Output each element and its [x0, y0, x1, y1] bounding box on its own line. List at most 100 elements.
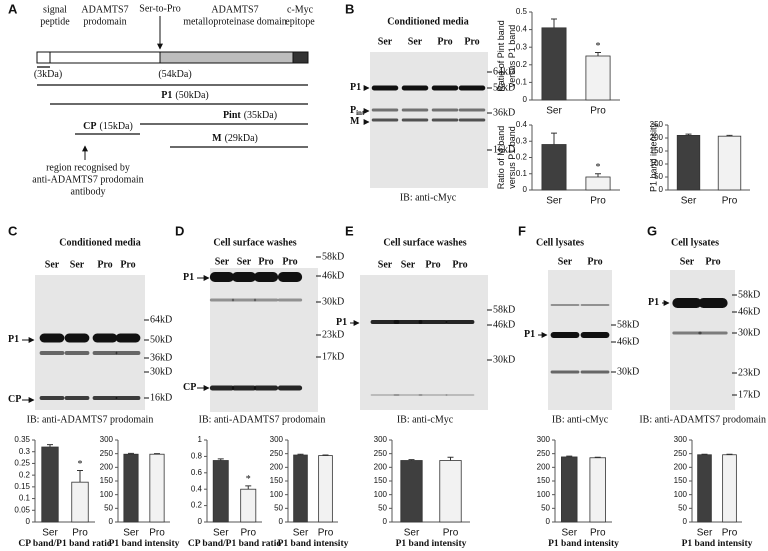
x-tick-label: Pro [590, 528, 606, 539]
y-tick-label: 0.8 [191, 452, 203, 461]
cmyc-box [292, 51, 309, 64]
text-part: (15kDa) [100, 121, 133, 132]
bar [722, 454, 737, 523]
antibody-label: IB: anti-cMyc [400, 192, 457, 203]
y-tick-label: 0.4 [516, 25, 528, 34]
text-part: Pint [223, 110, 241, 121]
y-tick-label: 0.3 [516, 136, 528, 145]
bar [240, 488, 257, 523]
x-tick-label: Pro [443, 528, 459, 539]
blot-band [401, 118, 429, 122]
y-tick-label: 0 [523, 185, 528, 194]
y-tick-label: 50 [654, 172, 663, 181]
y-tick-label: 300 [100, 435, 114, 444]
blot-band [698, 331, 728, 335]
y-tick-label: 0.2 [516, 153, 528, 162]
blot-band [231, 298, 257, 302]
y-tick-label: 250 [674, 449, 688, 458]
signal-peptide-box [36, 51, 51, 64]
y-axis-label: versus P1 band [507, 126, 517, 189]
significance-mark: * [78, 459, 83, 470]
y-tick-label: 0 [523, 95, 528, 104]
domain-label: prodomain [83, 16, 126, 27]
size-marker: 64kD [150, 314, 172, 325]
blot-band [550, 332, 580, 338]
y-tick-label: 0.1 [516, 169, 528, 178]
x-tick-label: Ser [293, 528, 309, 539]
blot-band [371, 85, 399, 91]
text-part: P1 [350, 82, 361, 93]
antibody-label: IB: anti-cMyc [397, 414, 454, 425]
size-marker: 30kD [493, 354, 515, 365]
lane-label: Ser [45, 259, 60, 270]
x-axis-label: CP band/P1 band ratio [18, 539, 111, 549]
blot-band [39, 351, 65, 355]
size-marker: 36kD [150, 352, 172, 363]
domain-label: metalloproteinase domain [183, 16, 287, 27]
x-tick-label: Pro [72, 528, 88, 539]
y-tick-label: 250 [100, 449, 114, 458]
y-tick-label: 150 [537, 476, 551, 485]
x-tick-label: Pro [318, 528, 334, 539]
bar [541, 27, 567, 101]
blot-title: Cell surface washes [383, 237, 466, 248]
y-tick-label: 0 [198, 517, 203, 526]
y-tick-label: 100 [650, 159, 664, 168]
y-axis-label: versus P1 band [507, 25, 517, 88]
lane-label: Pro [258, 256, 273, 267]
size-marker: 30kD [322, 296, 344, 307]
size-marker: 58kD [738, 289, 760, 300]
fragment-label: (3kDa) [34, 69, 62, 80]
lane-label: Ser [401, 259, 416, 270]
bar [541, 144, 567, 191]
fragment-label: CP (15kDa) [83, 121, 133, 132]
y-tick-label: 300 [537, 435, 551, 444]
y-tick-label: 0.6 [191, 468, 203, 477]
x-tick-label: Ser [561, 528, 577, 539]
error-bar [217, 458, 224, 461]
bar [585, 55, 611, 101]
blot-band [580, 332, 610, 338]
blot-band [92, 351, 118, 355]
blot-band [580, 370, 610, 374]
x-tick-label: Pro [149, 528, 165, 539]
blot-band [445, 320, 475, 324]
antibody-label: IB: anti-ADAMTS7 prodomain [639, 414, 766, 425]
blot-band [371, 108, 399, 112]
blot-band [445, 394, 475, 396]
x-tick-label: Ser [123, 528, 139, 539]
antibody-label: IB: anti-ADAMTS7 prodomain [27, 414, 154, 425]
lane-label: Ser [680, 256, 695, 267]
blot-band [431, 118, 459, 122]
bar [318, 455, 333, 523]
y-axis-label: P1 band intensity [648, 122, 658, 192]
error-bar [551, 132, 557, 145]
y-tick-label: 0 [659, 185, 664, 194]
band-label: P1 [183, 272, 194, 283]
blot-band [431, 108, 459, 112]
x-axis-label: P1 band intensity [682, 539, 753, 549]
bar [71, 481, 89, 523]
band-label: P1 [350, 82, 361, 93]
y-tick-label: 300 [270, 435, 284, 444]
x-tick-label: Ser [681, 196, 697, 207]
text-part: P1 [161, 90, 172, 101]
blot-band [39, 396, 65, 400]
y-tick-label: 200 [270, 462, 284, 471]
y-tick-label: 100 [100, 490, 114, 499]
significance-mark: * [596, 41, 601, 52]
blot-band [209, 298, 235, 302]
y-tick-label: 0.15 [14, 482, 30, 491]
blot-band [431, 85, 459, 91]
size-marker: 64kD [493, 66, 515, 77]
panel-letter: D [175, 223, 184, 238]
y-tick-label: 200 [374, 462, 388, 471]
lane-label: Pro [97, 259, 112, 270]
lane-label: Pro [464, 36, 479, 47]
y-tick-label: 300 [374, 435, 388, 444]
x-axis-label: P1 band intensity [109, 539, 180, 549]
fragment-label: Pint (35kDa) [223, 110, 277, 121]
text-part: P1 [183, 272, 194, 283]
y-tick-label: 150 [270, 476, 284, 485]
text-part: (54kDa) [158, 69, 191, 80]
